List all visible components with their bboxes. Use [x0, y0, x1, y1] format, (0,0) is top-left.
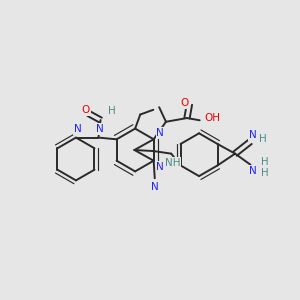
Text: N: N — [156, 162, 164, 172]
Text: O: O — [82, 105, 90, 115]
Text: N: N — [96, 124, 104, 134]
Text: H: H — [261, 157, 268, 167]
Text: N: N — [74, 124, 82, 134]
Text: N: N — [151, 182, 159, 192]
Text: H: H — [259, 134, 266, 145]
Text: OH: OH — [204, 113, 220, 123]
Text: H: H — [261, 168, 268, 178]
Text: H: H — [108, 106, 116, 116]
Text: NH: NH — [165, 158, 181, 168]
Text: N: N — [249, 130, 256, 140]
Text: O: O — [181, 98, 189, 108]
Text: N: N — [249, 166, 257, 176]
Text: N: N — [156, 128, 164, 138]
